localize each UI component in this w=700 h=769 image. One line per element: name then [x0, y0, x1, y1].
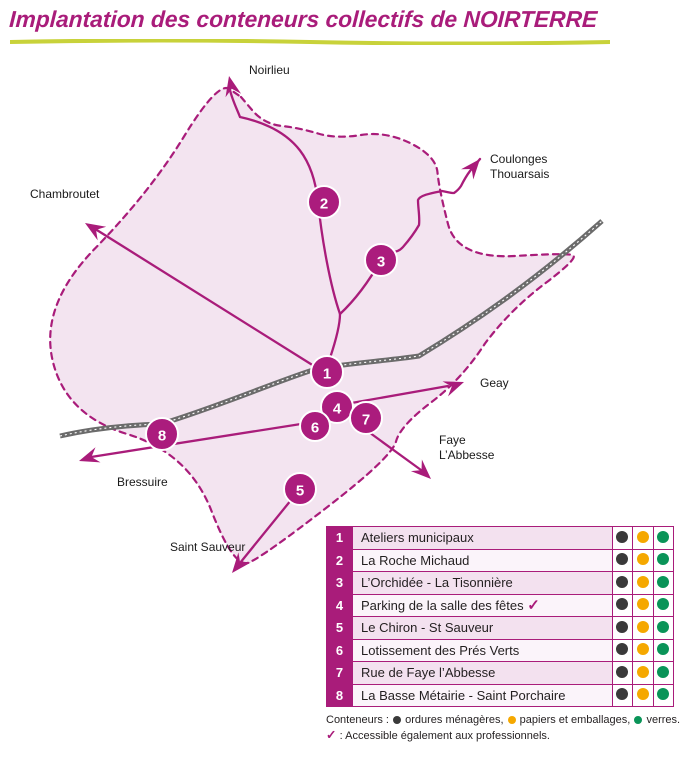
- svg-text:Noirlieu: Noirlieu: [249, 63, 290, 77]
- svg-text:Chambroutet: Chambroutet: [30, 187, 100, 201]
- svg-text:Bressuire: Bressuire: [117, 475, 168, 489]
- svg-text:1: 1: [323, 366, 331, 383]
- svg-text:Saint Sauveur: Saint Sauveur: [170, 540, 245, 554]
- svg-text:8: 8: [158, 428, 166, 445]
- svg-text:Faye: Faye: [439, 433, 466, 447]
- svg-text:Geay: Geay: [480, 376, 509, 390]
- svg-text:5: 5: [296, 483, 304, 500]
- svg-text:7: 7: [362, 412, 370, 429]
- svg-text:Coulonges: Coulonges: [490, 152, 547, 166]
- svg-text:3: 3: [377, 254, 385, 271]
- svg-text:4: 4: [333, 401, 342, 418]
- svg-text:Thouarsais: Thouarsais: [490, 167, 549, 181]
- svg-text:2: 2: [320, 196, 328, 213]
- svg-text:6: 6: [311, 420, 319, 437]
- svg-text:L’Abbesse: L’Abbesse: [439, 448, 495, 462]
